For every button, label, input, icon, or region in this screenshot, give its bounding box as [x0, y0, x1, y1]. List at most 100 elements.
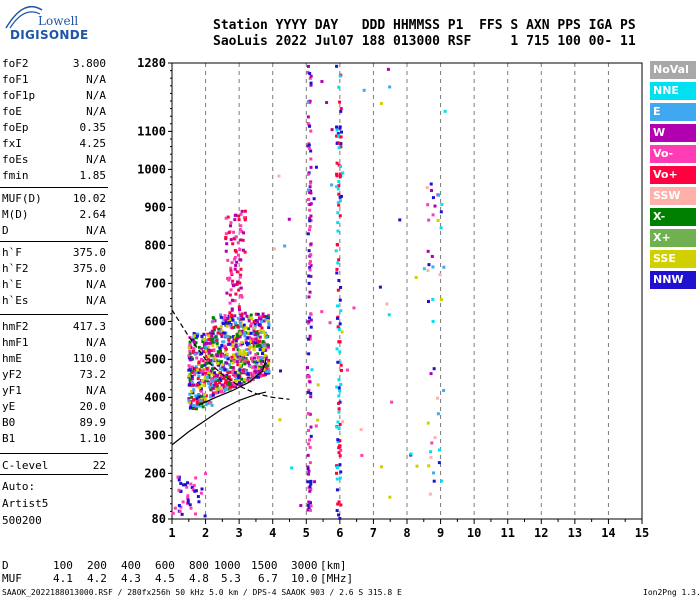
- data-point: [224, 319, 228, 323]
- data-point: [339, 363, 343, 367]
- data-point: [337, 203, 341, 207]
- muf-value: 6.7: [258, 572, 278, 585]
- data-point: [193, 489, 197, 493]
- y-tick-label: 1280: [137, 56, 166, 70]
- data-point: [187, 346, 191, 350]
- data-point: [339, 309, 343, 313]
- data-point: [240, 377, 244, 381]
- data-point: [228, 276, 232, 280]
- data-point: [187, 400, 191, 404]
- data-point: [231, 383, 235, 387]
- legend-item-vo-: Vo-: [650, 145, 696, 163]
- param-row-h-es: h`Es N/A: [2, 294, 106, 310]
- param-value: 22: [92, 459, 106, 472]
- noise-point: [316, 383, 320, 387]
- data-point: [238, 228, 242, 232]
- data-point: [264, 357, 268, 361]
- data-point: [211, 379, 215, 383]
- data-point: [202, 399, 206, 403]
- data-point: [338, 444, 342, 448]
- data-point: [338, 476, 342, 480]
- x-tick-label: 3: [236, 526, 243, 540]
- noise-point: [436, 396, 440, 400]
- data-point: [307, 388, 311, 392]
- data-point: [337, 500, 341, 504]
- data-point: [225, 291, 229, 295]
- param-row-hme: hmE 110.0: [2, 352, 106, 368]
- data-point: [306, 337, 310, 341]
- data-point: [234, 321, 238, 325]
- data-point: [256, 330, 260, 334]
- data-point: [261, 312, 265, 316]
- noise-point: [314, 424, 318, 428]
- data-point: [254, 312, 258, 316]
- param-name: foF2: [2, 57, 29, 70]
- param-row-ye: yE 20.0: [2, 400, 106, 416]
- param-value: 417.3: [72, 320, 106, 333]
- data-point: [257, 375, 261, 379]
- data-point: [191, 407, 195, 411]
- param-separator: [0, 453, 108, 454]
- data-point: [234, 323, 238, 327]
- data-point: [218, 386, 222, 390]
- data-point: [264, 366, 268, 370]
- data-point: [262, 346, 266, 350]
- artist-label: Artist5: [2, 497, 49, 510]
- noise-point: [340, 330, 344, 334]
- param-name: foEs: [2, 153, 29, 166]
- param-row-foep: foEp 0.35: [2, 121, 106, 137]
- data-point: [337, 340, 341, 344]
- data-point: [308, 445, 312, 449]
- param-name: h`E: [2, 278, 22, 291]
- data-point: [216, 344, 220, 348]
- param-row-b1: B1 1.10: [2, 432, 106, 448]
- data-point: [204, 349, 208, 353]
- noise-point: [415, 464, 419, 468]
- noise-point: [299, 504, 303, 508]
- data-point: [246, 336, 250, 340]
- param-row-hmf2: hmF2 417.3: [2, 320, 106, 336]
- y-tick-label: 500: [144, 352, 166, 366]
- scaler-code: 500200: [2, 514, 42, 527]
- noise-point: [305, 366, 309, 370]
- data-point: [197, 368, 201, 372]
- data-point: [212, 348, 216, 352]
- data-point: [197, 395, 201, 399]
- data-point: [229, 269, 233, 273]
- noise-point: [431, 319, 435, 323]
- data-point: [200, 379, 204, 383]
- data-point: [209, 331, 213, 335]
- data-point: [216, 361, 220, 365]
- data-point: [338, 463, 342, 467]
- data-point: [202, 337, 206, 341]
- data-point: [219, 360, 223, 364]
- param-value: 4.25: [79, 137, 107, 150]
- data-point: [218, 349, 222, 353]
- data-point: [229, 266, 233, 270]
- param-row-b0: B0 89.9: [2, 416, 106, 432]
- data-point: [309, 487, 313, 491]
- data-point: [237, 305, 241, 309]
- data-point: [220, 329, 224, 333]
- data-point: [235, 360, 239, 364]
- param-name: h`F2: [2, 262, 29, 275]
- data-point: [307, 503, 311, 507]
- param-name: foF1p: [2, 89, 36, 102]
- data-point: [226, 258, 230, 262]
- noise-point: [379, 465, 383, 469]
- data-point: [248, 315, 252, 319]
- data-point: [224, 379, 228, 383]
- noise-point: [279, 369, 283, 373]
- data-point: [219, 315, 223, 319]
- data-point: [225, 324, 229, 328]
- data-point: [238, 368, 242, 372]
- data-point: [336, 360, 340, 364]
- data-point: [224, 216, 228, 220]
- noise-point: [432, 367, 436, 371]
- data-point: [335, 128, 339, 132]
- data-point: [236, 355, 240, 359]
- noise-point: [409, 452, 413, 456]
- data-point: [308, 268, 312, 272]
- data-point: [228, 301, 232, 305]
- data-point: [335, 464, 339, 468]
